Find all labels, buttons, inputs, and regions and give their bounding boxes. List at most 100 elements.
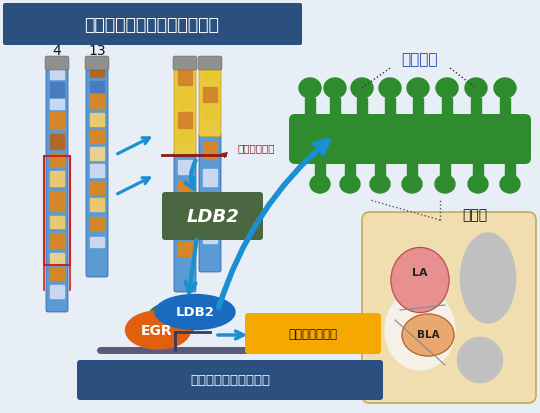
Ellipse shape — [351, 78, 373, 98]
Bar — [90, 94, 104, 109]
Bar — [203, 142, 217, 159]
Bar — [178, 112, 192, 128]
FancyBboxPatch shape — [85, 56, 109, 70]
Text: 扁桃体: 扁桃体 — [462, 208, 488, 222]
Text: 染色体切断点: 染色体切断点 — [238, 143, 275, 153]
FancyBboxPatch shape — [362, 212, 536, 403]
Bar — [90, 164, 104, 177]
Bar — [178, 160, 192, 174]
Bar — [305, 98, 315, 120]
FancyBboxPatch shape — [174, 151, 196, 292]
Bar — [90, 81, 104, 92]
Bar — [385, 98, 395, 120]
Bar — [178, 131, 192, 144]
FancyBboxPatch shape — [77, 360, 383, 400]
Text: シナプス関連遺伝子群: シナプス関連遺伝子群 — [190, 375, 270, 387]
Bar — [50, 171, 64, 186]
Ellipse shape — [324, 78, 346, 98]
Ellipse shape — [155, 294, 235, 330]
Bar — [357, 98, 367, 120]
FancyBboxPatch shape — [289, 114, 531, 164]
Ellipse shape — [402, 175, 422, 193]
Bar — [442, 98, 452, 120]
Bar — [50, 99, 64, 109]
FancyBboxPatch shape — [162, 192, 263, 240]
Bar — [407, 158, 417, 178]
Ellipse shape — [391, 247, 449, 313]
Bar — [90, 66, 104, 77]
Ellipse shape — [125, 311, 191, 349]
Text: BLA: BLA — [417, 330, 440, 340]
Ellipse shape — [340, 175, 360, 193]
Ellipse shape — [402, 314, 454, 356]
Bar — [44, 156, 70, 266]
Bar — [50, 112, 64, 129]
Text: LDB2: LDB2 — [176, 306, 214, 318]
Bar — [90, 198, 104, 211]
Ellipse shape — [494, 78, 516, 98]
Bar — [203, 68, 217, 82]
Text: スパイン: スパイン — [402, 52, 438, 67]
Ellipse shape — [147, 302, 202, 334]
Bar — [500, 98, 510, 120]
Bar — [203, 230, 217, 243]
Bar — [178, 88, 192, 108]
Text: 4: 4 — [52, 44, 62, 58]
Bar — [90, 181, 104, 194]
Bar — [473, 158, 483, 178]
Bar — [413, 98, 423, 120]
Text: EGR: EGR — [141, 324, 173, 338]
Ellipse shape — [385, 290, 455, 370]
Ellipse shape — [468, 175, 488, 193]
Bar — [178, 66, 192, 85]
Bar — [90, 130, 104, 143]
Ellipse shape — [299, 78, 321, 98]
Ellipse shape — [436, 78, 458, 98]
Bar — [345, 158, 355, 178]
Ellipse shape — [465, 78, 487, 98]
Bar — [50, 191, 64, 211]
FancyBboxPatch shape — [86, 60, 108, 277]
Ellipse shape — [310, 175, 330, 193]
Text: LDB2: LDB2 — [187, 208, 239, 226]
Bar — [50, 154, 64, 166]
Bar — [50, 67, 64, 79]
Bar — [203, 106, 217, 120]
FancyBboxPatch shape — [174, 60, 196, 155]
Text: 遺伝子発現調節: 遺伝子発現調節 — [288, 328, 338, 340]
Bar — [50, 285, 64, 298]
Ellipse shape — [407, 78, 429, 98]
Text: LA: LA — [412, 268, 428, 278]
Bar — [50, 233, 64, 248]
FancyBboxPatch shape — [3, 3, 302, 45]
Ellipse shape — [435, 175, 455, 193]
Ellipse shape — [457, 337, 503, 382]
Bar — [178, 180, 192, 201]
Ellipse shape — [379, 78, 401, 98]
Bar — [315, 158, 325, 178]
Ellipse shape — [461, 233, 516, 323]
Bar — [50, 134, 64, 149]
FancyBboxPatch shape — [46, 60, 68, 312]
Bar — [90, 113, 104, 126]
Bar — [50, 268, 64, 280]
Ellipse shape — [370, 175, 390, 193]
Bar — [440, 158, 450, 178]
FancyBboxPatch shape — [245, 313, 381, 354]
FancyBboxPatch shape — [45, 56, 69, 70]
Text: 13: 13 — [88, 44, 106, 58]
FancyBboxPatch shape — [173, 56, 197, 70]
Bar — [50, 253, 64, 266]
Bar — [90, 218, 104, 230]
Bar — [50, 216, 64, 228]
Bar — [375, 158, 385, 178]
FancyBboxPatch shape — [198, 56, 222, 70]
FancyBboxPatch shape — [199, 133, 221, 272]
FancyBboxPatch shape — [199, 60, 221, 137]
Ellipse shape — [500, 175, 520, 193]
Bar — [203, 88, 217, 102]
Bar — [203, 202, 217, 218]
Bar — [178, 215, 192, 235]
Bar — [330, 98, 340, 120]
Text: 均衡型染色体転座を持つ症例: 均衡型染色体転座を持つ症例 — [85, 16, 219, 34]
